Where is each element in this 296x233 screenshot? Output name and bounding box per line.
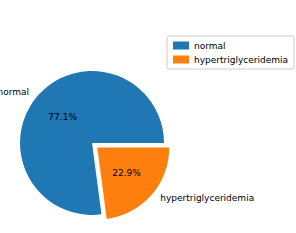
svg-text:normal: normal <box>194 41 226 51</box>
svg-text:77.1%: 77.1% <box>48 112 77 122</box>
svg-text:normal: normal <box>0 87 29 97</box>
svg-text:22.9%: 22.9% <box>112 168 141 178</box>
svg-text:hypertriglyceridemia: hypertriglyceridemia <box>194 55 288 65</box>
svg-text:hypertriglyceridemia: hypertriglyceridemia <box>160 193 254 203</box>
